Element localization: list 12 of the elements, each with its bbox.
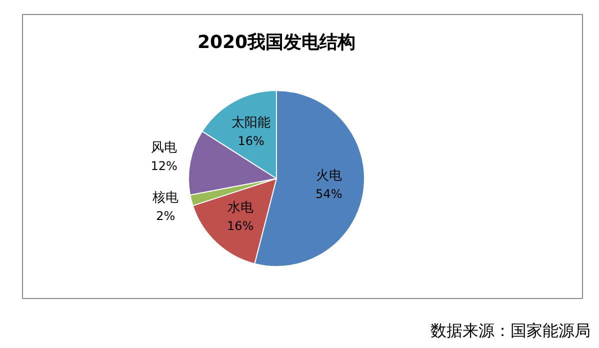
slice-label: 水电 bbox=[227, 200, 254, 216]
source-note: 数据来源：国家能源局 bbox=[430, 321, 590, 340]
data-label: 2% bbox=[156, 208, 176, 223]
data-label: 54% bbox=[316, 187, 342, 202]
slice-label: 火电 bbox=[316, 168, 342, 184]
slice-label: 风电 bbox=[151, 140, 178, 156]
data-label: 16% bbox=[238, 134, 264, 148]
data-label: 16% bbox=[227, 218, 254, 233]
slice-label: 太阳能 bbox=[232, 116, 271, 131]
chart-title: 2020我国发电结构 bbox=[197, 32, 356, 53]
slice-label: 核电 bbox=[152, 190, 179, 206]
data-label: 12% bbox=[150, 159, 178, 174]
